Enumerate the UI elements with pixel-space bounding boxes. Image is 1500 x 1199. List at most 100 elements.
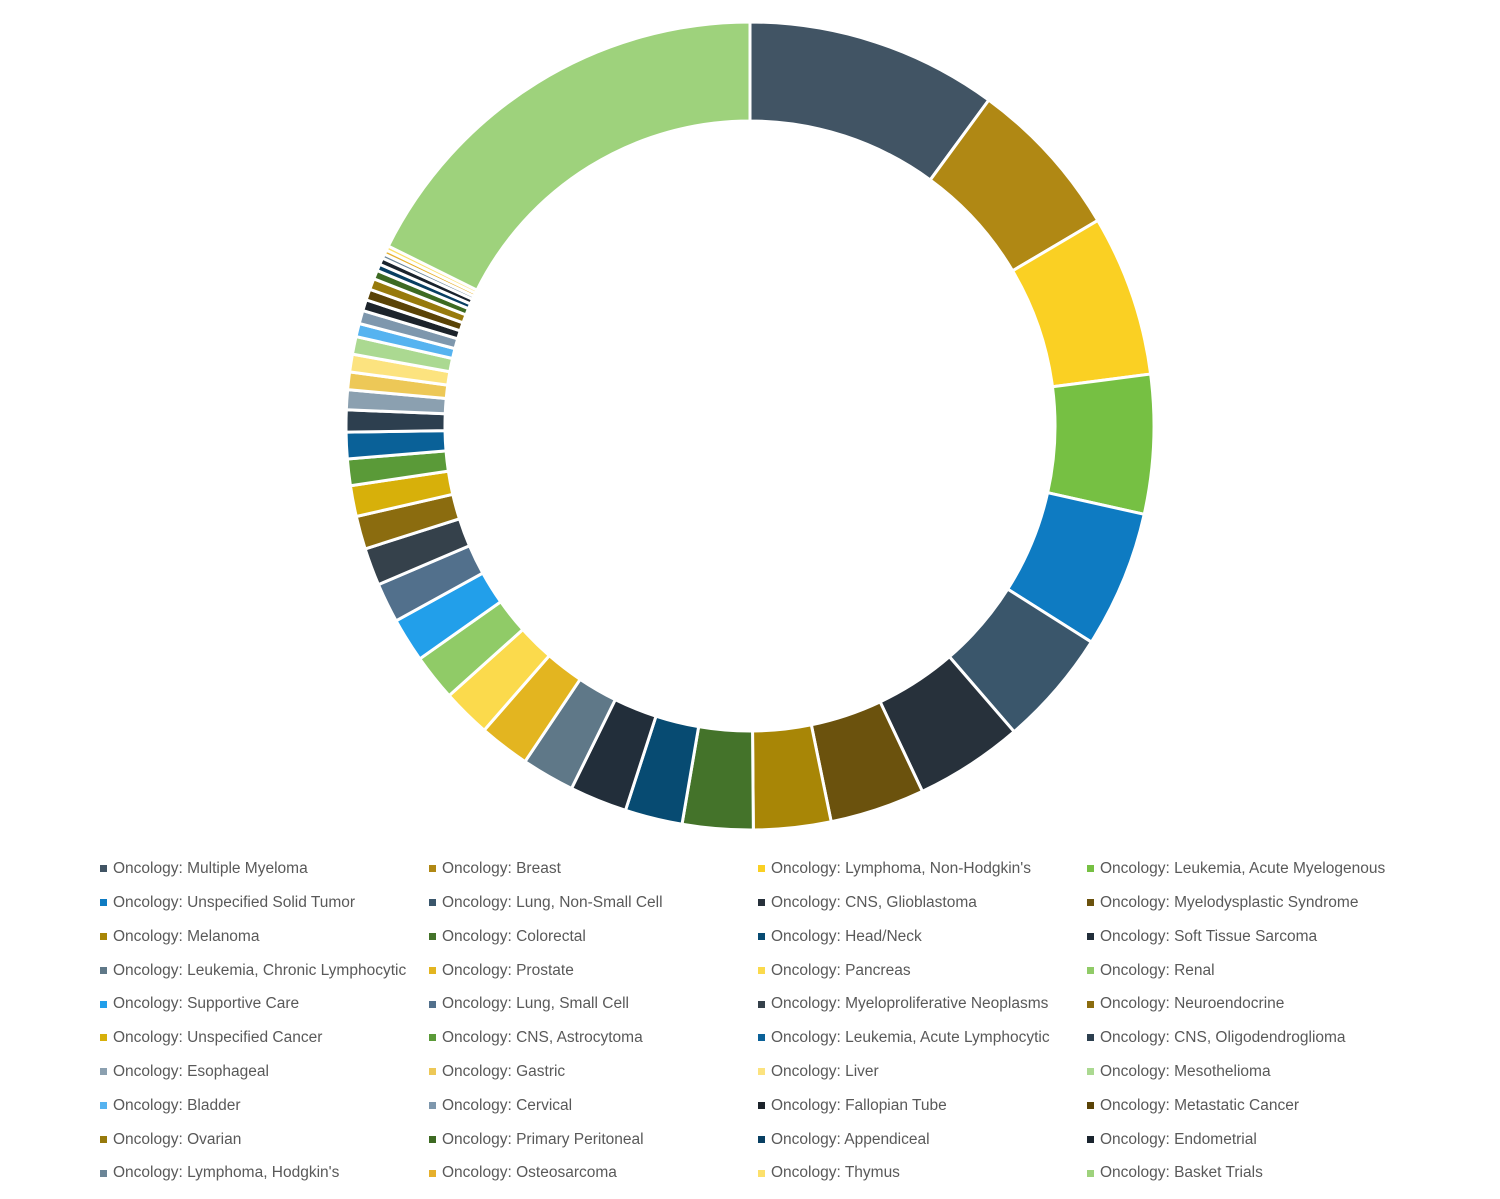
legend-swatch [429,865,436,873]
legend-swatch [1087,932,1094,940]
legend-swatch [429,1169,436,1177]
legend-item-head-neck[interactable]: Oncology: Head/Neck [758,929,1087,945]
legend-swatch [758,966,765,974]
legend-swatch [1087,1068,1094,1076]
legend-swatch [100,1135,107,1143]
legend-item-myeloproliferative-neoplasms[interactable]: Oncology: Myeloproliferative Neoplasms [758,996,1087,1012]
legend-label: Oncology: Thymus [771,1164,900,1182]
legend-label: Oncology: Unspecified Cancer [113,1029,323,1047]
legend-swatch [429,899,436,907]
legend-item-thymus[interactable]: Oncology: Thymus [758,1165,1087,1181]
legend-item-renal[interactable]: Oncology: Renal [1087,963,1447,979]
legend-item-basket-trials[interactable]: Oncology: Basket Trials [1087,1165,1447,1181]
legend-item-bladder[interactable]: Oncology: Bladder [100,1098,429,1114]
legend-label: Oncology: CNS, Oligodendroglioma [1100,1029,1346,1047]
chart-legend: Oncology: Multiple Myeloma Oncology: Brea… [100,852,1460,1190]
legend-item-cervical[interactable]: Oncology: Cervical [429,1098,758,1114]
legend-item-unspecified-solid-tumor[interactable]: Oncology: Unspecified Solid Tumor [100,895,429,911]
legend-label: Oncology: Lymphoma, Hodgkin's [113,1164,340,1182]
legend-item-melanoma[interactable]: Oncology: Melanoma [100,929,429,945]
legend-item-lung-non-small-cell[interactable]: Oncology: Lung, Non-Small Cell [429,895,758,911]
legend-swatch [1087,1101,1094,1109]
legend-item-breast[interactable]: Oncology: Breast [429,861,758,877]
legend-item-prostate[interactable]: Oncology: Prostate [429,963,758,979]
legend-item-mesothelioma[interactable]: Oncology: Mesothelioma [1087,1064,1447,1080]
legend-label: Oncology: Soft Tissue Sarcoma [1100,927,1318,945]
donut-slice-basket-trials[interactable] [386,20,752,292]
legend-item-osteosarcoma[interactable]: Oncology: Osteosarcoma [429,1165,758,1181]
legend-label: Oncology: CNS, Glioblastoma [771,893,977,911]
legend-swatch [1087,1000,1094,1008]
legend-swatch [758,899,765,907]
legend-item-unspecified-cancer[interactable]: Oncology: Unspecified Cancer [100,1030,429,1046]
legend-swatch [1087,899,1094,907]
legend-label: Oncology: Appendiceal [771,1130,930,1148]
legend-item-cns-astrocytoma[interactable]: Oncology: CNS, Astrocytoma [429,1030,758,1046]
legend-label: Oncology: Basket Trials [1100,1164,1263,1182]
legend-swatch [758,1135,765,1143]
legend-item-pancreas[interactable]: Oncology: Pancreas [758,963,1087,979]
legend-label: Oncology: Head/Neck [771,927,922,945]
legend-swatch [429,1034,436,1042]
legend-item-primary-peritoneal[interactable]: Oncology: Primary Peritoneal [429,1132,758,1148]
legend-item-myelodysplastic-syndrome[interactable]: Oncology: Myelodysplastic Syndrome [1087,895,1447,911]
legend-swatch [758,865,765,873]
legend-item-soft-tissue-sarcoma[interactable]: Oncology: Soft Tissue Sarcoma [1087,929,1447,945]
doughnut-chart [344,20,1156,832]
legend-label: Oncology: Lung, Small Cell [442,995,629,1013]
legend-swatch [1087,865,1094,873]
legend-swatch [429,932,436,940]
legend-item-neuroendocrine[interactable]: Oncology: Neuroendocrine [1087,996,1447,1012]
legend-label: Oncology: Unspecified Solid Tumor [113,893,356,911]
legend-item-ovarian[interactable]: Oncology: Ovarian [100,1132,429,1148]
legend-item-leukemia-acute-myelogenous[interactable]: Oncology: Leukemia, Acute Myelogenous [1087,861,1447,877]
legend-swatch [100,865,107,873]
legend-label: Oncology: Osteosarcoma [442,1164,617,1182]
legend-label: Oncology: Leukemia, Chronic Lymphocytic [113,961,407,979]
legend-label: Oncology: CNS, Astrocytoma [442,1029,643,1047]
legend-item-lymphoma-hodgkin-s[interactable]: Oncology: Lymphoma, Hodgkin's [100,1165,429,1181]
legend-swatch [1087,1034,1094,1042]
legend-label: Oncology: Renal [1100,961,1215,979]
legend-item-cns-glioblastoma[interactable]: Oncology: CNS, Glioblastoma [758,895,1087,911]
legend-item-endometrial[interactable]: Oncology: Endometrial [1087,1132,1447,1148]
legend-swatch [758,1000,765,1008]
legend-label: Oncology: Primary Peritoneal [442,1130,644,1148]
legend-item-lymphoma-non-hodgkin-s[interactable]: Oncology: Lymphoma, Non-Hodgkin's [758,861,1087,877]
legend-swatch [100,1000,107,1008]
legend-item-gastric[interactable]: Oncology: Gastric [429,1064,758,1080]
legend-item-metastatic-cancer[interactable]: Oncology: Metastatic Cancer [1087,1098,1447,1114]
legend-item-cns-oligodendroglioma[interactable]: Oncology: CNS, Oligodendroglioma [1087,1030,1447,1046]
legend-swatch [1087,1169,1094,1177]
legend-label: Oncology: Liver [771,1062,879,1080]
legend-swatch [429,1101,436,1109]
legend-item-supportive-care[interactable]: Oncology: Supportive Care [100,996,429,1012]
legend-swatch [100,1034,107,1042]
legend-label: Oncology: Myeloproliferative Neoplasms [771,995,1049,1013]
legend-item-leukemia-acute-lymphocytic[interactable]: Oncology: Leukemia, Acute Lymphocytic [758,1030,1087,1046]
legend-swatch [100,1101,107,1109]
legend-swatch [1087,966,1094,974]
legend-item-appendiceal[interactable]: Oncology: Appendiceal [758,1132,1087,1148]
legend-item-fallopian-tube[interactable]: Oncology: Fallopian Tube [758,1098,1087,1114]
legend-item-liver[interactable]: Oncology: Liver [758,1064,1087,1080]
legend-label: Oncology: Prostate [442,961,574,979]
legend-label: Oncology: Myelodysplastic Syndrome [1100,893,1359,911]
legend-swatch [100,899,107,907]
legend-swatch [100,1169,107,1177]
legend-item-colorectal[interactable]: Oncology: Colorectal [429,929,758,945]
legend-swatch [758,1068,765,1076]
legend-swatch [1087,1135,1094,1143]
legend-item-esophageal[interactable]: Oncology: Esophageal [100,1064,429,1080]
legend-swatch [100,932,107,940]
doughnut-chart-svg [344,20,1156,832]
legend-swatch [758,1101,765,1109]
legend-label: Oncology: Multiple Myeloma [113,860,308,878]
legend-item-lung-small-cell[interactable]: Oncology: Lung, Small Cell [429,996,758,1012]
legend-item-multiple-myeloma[interactable]: Oncology: Multiple Myeloma [100,861,429,877]
donut-slice-leukemia-acute-myelogenous[interactable] [1046,372,1156,516]
legend-label: Oncology: Gastric [442,1062,566,1080]
legend-label: Oncology: Neuroendocrine [1100,995,1285,1013]
legend-label: Oncology: Endometrial [1100,1130,1257,1148]
legend-item-leukemia-chronic-lymphocytic[interactable]: Oncology: Leukemia, Chronic Lymphocytic [100,963,429,979]
